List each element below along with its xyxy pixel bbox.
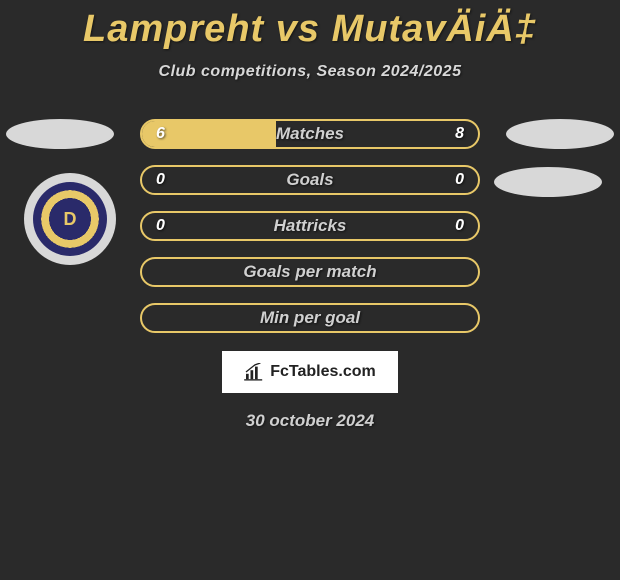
stat-value-left: 0 (156, 171, 165, 189)
club-badge-letter: D (52, 201, 89, 238)
player-right-avatar-secondary (494, 167, 602, 197)
stat-value-right: 0 (455, 217, 464, 235)
stat-label: Goals per match (243, 262, 376, 282)
player-left-avatar (6, 119, 114, 149)
stat-value-right: 0 (455, 171, 464, 189)
stat-row: 6 Matches 8 (140, 119, 480, 149)
player-right-avatar (506, 119, 614, 149)
date-text: 30 october 2024 (0, 411, 620, 431)
stat-row: 0 Hattricks 0 (140, 211, 480, 241)
brand-text: FcTables.com (270, 363, 376, 381)
stat-value-left: 0 (156, 217, 165, 235)
stat-label: Matches (276, 124, 344, 144)
stat-row: 0 Goals 0 (140, 165, 480, 195)
stat-value-left: 6 (156, 125, 165, 143)
stat-row: Min per goal (140, 303, 480, 333)
page-title: Lampreht vs MutavÄiÄ‡ (0, 0, 620, 51)
club-badge: D (24, 173, 116, 265)
brand-box[interactable]: FcTables.com (222, 351, 398, 393)
page-subtitle: Club competitions, Season 2024/2025 (0, 63, 620, 81)
stat-label: Min per goal (260, 308, 360, 328)
stat-label: Goals (286, 170, 333, 190)
stat-label: Hattricks (274, 216, 347, 236)
stat-row: Goals per match (140, 257, 480, 287)
chart-icon (244, 363, 266, 381)
stats-area: D 6 Matches 8 0 Goals 0 0 Hattricks 0 Goals per m… (0, 119, 620, 333)
stat-value-right: 8 (455, 125, 464, 143)
club-badge-inner: D (33, 182, 107, 256)
